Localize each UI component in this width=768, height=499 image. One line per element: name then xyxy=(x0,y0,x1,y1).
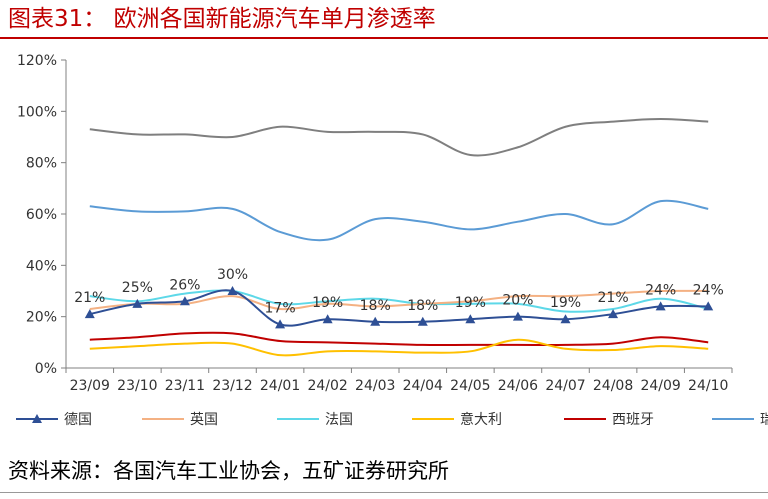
x-tick-label: 24/02 xyxy=(307,378,347,394)
y-tick-label: 120% xyxy=(17,53,57,69)
legend-label: 德国 xyxy=(64,412,92,428)
y-tick-label: 0% xyxy=(35,361,57,377)
chart-title: 图表31： 欧洲各国新能源汽车单月渗透率 xyxy=(8,6,436,32)
data-marker-德国 xyxy=(179,296,190,306)
data-marker-德国 xyxy=(703,301,714,311)
data-marker-德国 xyxy=(465,314,476,324)
series-line-德国 xyxy=(89,289,709,327)
x-tick-label: 23/09 xyxy=(70,378,110,394)
data-marker-德国 xyxy=(370,316,381,326)
x-tick-label: 24/03 xyxy=(355,378,395,394)
data-label: 18% xyxy=(407,298,438,314)
legend-label: 西班牙 xyxy=(612,412,654,428)
x-tick-label: 23/10 xyxy=(117,378,157,394)
data-label: 24% xyxy=(693,282,724,298)
legend-label: 意大利 xyxy=(460,411,502,428)
legend-label: 法国 xyxy=(325,412,353,428)
series-line-意大利 xyxy=(89,338,709,357)
x-tick-label: 24/04 xyxy=(403,378,443,394)
data-label: 30% xyxy=(217,267,248,283)
line-chart: 0% 20% 40% 60% 80% 100% 120% 23/09 23/10 23/11 23/… xyxy=(16,53,768,428)
legend-label: 瑞典 xyxy=(760,412,768,428)
data-marker-德国 xyxy=(132,298,143,308)
data-marker-德国 xyxy=(84,309,95,319)
series-line-挪威 xyxy=(89,118,709,157)
data-label: 20% xyxy=(502,293,533,309)
legend-marker-德国 xyxy=(32,414,42,423)
series-line-瑞典 xyxy=(89,199,709,242)
y-tick-label: 80% xyxy=(26,156,57,172)
data-label: 21% xyxy=(74,290,105,306)
data-marker-德国 xyxy=(560,314,571,324)
x-tick-label: 24/08 xyxy=(593,378,633,394)
x-tick-label: 24/10 xyxy=(688,378,728,394)
data-label: 17% xyxy=(265,300,296,316)
data-label: 21% xyxy=(598,290,629,306)
data-marker-德国 xyxy=(655,301,666,311)
y-tick-label: 100% xyxy=(17,104,57,120)
y-tick-label: 40% xyxy=(26,258,57,274)
x-tick-label: 23/12 xyxy=(212,378,252,394)
series-line-英国 xyxy=(89,289,709,311)
data-marker-德国 xyxy=(275,319,286,329)
data-marker-德国 xyxy=(608,309,619,319)
x-tick-label: 24/09 xyxy=(640,378,680,394)
x-tick-label: 24/07 xyxy=(545,378,585,394)
data-label: 24% xyxy=(645,282,676,298)
chart-series-lines xyxy=(89,118,709,357)
legend-label: 英国 xyxy=(190,411,218,428)
footer-divider xyxy=(0,492,768,493)
chart-markers xyxy=(84,286,714,329)
data-label: 26% xyxy=(169,277,200,293)
title-divider xyxy=(0,37,768,39)
data-marker-德国 xyxy=(227,286,238,295)
source-note: 资料来源：各国汽车工业协会，五矿证券研究所 xyxy=(8,459,449,483)
data-label: 19% xyxy=(455,295,486,311)
x-tick-label: 24/05 xyxy=(450,378,490,394)
y-tick-label: 60% xyxy=(26,207,57,223)
x-tick-label: 23/11 xyxy=(165,378,205,394)
chart-legend: 德国英国法国意大利西班牙瑞典挪威 xyxy=(16,411,768,428)
x-tick-label: 24/06 xyxy=(498,378,538,394)
chart-data-labels: 21% 25% 26% 30% 17% 19% 18% 18% 19% 20% 19% 21% 24% 2… xyxy=(74,267,724,316)
data-label: 18% xyxy=(360,298,391,314)
data-label: 19% xyxy=(312,295,343,311)
series-line-西班牙 xyxy=(89,331,709,346)
y-tick-label: 20% xyxy=(26,310,57,326)
series-line-法国 xyxy=(89,289,709,313)
chart-axes: 0% 20% 40% 60% 80% 100% 120% 23/09 23/10 23/11 23/… xyxy=(17,53,733,394)
data-marker-德国 xyxy=(417,316,428,326)
data-marker-德国 xyxy=(512,311,523,321)
x-tick-label: 24/01 xyxy=(260,378,300,394)
data-label: 25% xyxy=(122,280,153,296)
data-marker-德国 xyxy=(322,314,333,324)
data-label: 19% xyxy=(550,295,581,311)
